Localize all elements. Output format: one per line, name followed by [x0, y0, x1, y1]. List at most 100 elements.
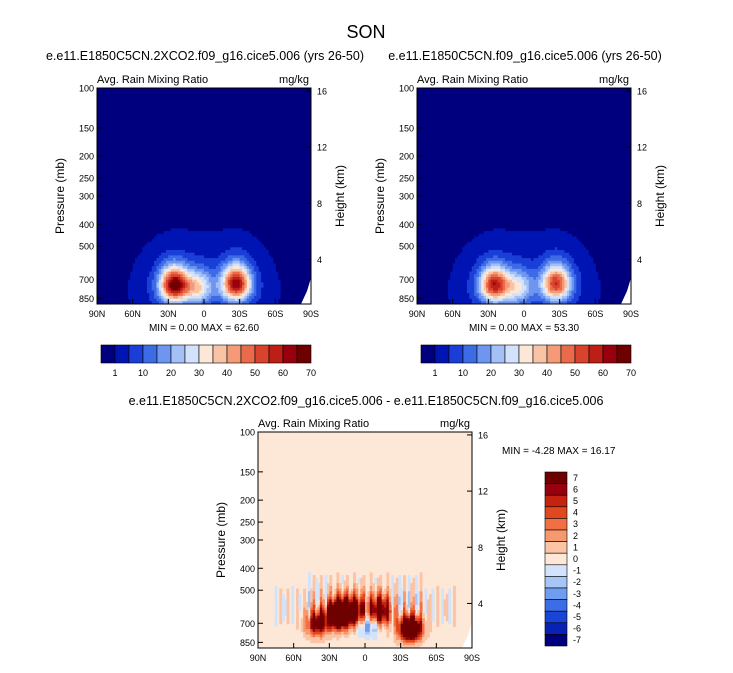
field-cell	[256, 290, 260, 294]
field-cell	[581, 285, 584, 289]
field-cell	[403, 612, 406, 617]
field-cell	[455, 298, 458, 302]
field-cell	[310, 604, 314, 608]
field-cell	[201, 285, 205, 289]
field-cell	[173, 271, 176, 275]
field-cell	[246, 231, 250, 235]
field-cell	[149, 279, 153, 283]
field-cell	[324, 629, 328, 633]
field-cell	[514, 263, 518, 267]
field-cell	[230, 274, 234, 278]
field-cell	[576, 260, 580, 264]
field-cell	[429, 599, 433, 603]
field-cell	[388, 618, 392, 622]
field-cell	[258, 279, 262, 283]
field-cell	[331, 602, 335, 606]
field-cell	[258, 247, 262, 251]
field-cell	[543, 231, 546, 235]
field-cell	[485, 298, 489, 302]
field-cell	[497, 271, 501, 275]
field-cell	[208, 244, 212, 248]
field-cell	[528, 258, 532, 262]
field-cell	[265, 252, 269, 256]
field-cell	[204, 239, 207, 243]
field-cell	[175, 241, 179, 246]
missing-data	[462, 621, 472, 648]
field-cell	[213, 295, 217, 300]
field-cell	[357, 577, 361, 581]
field-cell	[528, 282, 532, 286]
field-cell	[211, 258, 215, 262]
field-cell	[211, 287, 215, 291]
field-cell	[564, 285, 568, 289]
field-cell	[331, 615, 335, 619]
field-cell	[588, 295, 592, 300]
field-cell	[403, 585, 406, 590]
field-cell	[573, 268, 577, 273]
field-cell	[331, 634, 335, 638]
field-cell	[204, 290, 207, 294]
field-cell	[338, 596, 342, 600]
field-cell	[495, 263, 499, 267]
field-cell	[154, 247, 157, 251]
field-cell	[516, 293, 520, 297]
field-cell	[395, 596, 399, 600]
field-cell	[519, 293, 523, 297]
field-cell	[180, 244, 184, 248]
field-cell	[478, 258, 482, 262]
field-cell	[550, 228, 554, 232]
field-cell	[490, 255, 494, 259]
field-cell	[521, 263, 525, 267]
field-cell	[187, 268, 191, 273]
field-cell	[502, 236, 506, 240]
field-cell	[223, 236, 226, 240]
field-cell	[270, 279, 274, 283]
field-cell	[348, 607, 352, 611]
field-cell	[547, 247, 551, 251]
field-cell	[189, 271, 193, 275]
field-cell	[381, 596, 385, 600]
field-cell	[500, 298, 504, 302]
field-cell	[369, 612, 373, 617]
field-cell	[246, 271, 250, 275]
field-cell	[360, 618, 364, 622]
field-cell	[362, 583, 366, 587]
field-cell	[495, 231, 499, 235]
field-cell	[562, 293, 565, 297]
field-cell	[192, 241, 195, 246]
field-cell	[483, 274, 487, 278]
field-cell	[161, 282, 165, 286]
field-cell	[509, 295, 513, 300]
field-cell	[223, 247, 226, 251]
field-cell	[552, 236, 556, 240]
field-cell	[184, 260, 188, 264]
field-cell	[137, 287, 141, 291]
field-cell	[485, 301, 489, 304]
field-cell	[559, 298, 563, 302]
y-tick-label: 150	[399, 123, 414, 133]
field-cell	[497, 228, 501, 232]
field-cell	[414, 594, 418, 598]
field-cell	[497, 287, 501, 291]
field-cell	[455, 295, 458, 300]
field-cell	[379, 615, 383, 619]
field-cell	[474, 258, 477, 262]
field-cell	[173, 282, 176, 286]
field-cell	[291, 594, 295, 598]
field-cell	[391, 583, 395, 587]
field-cell	[237, 233, 241, 237]
field-cell	[374, 591, 378, 595]
field-cell	[504, 295, 508, 300]
field-cell	[132, 298, 136, 302]
field-cell	[569, 260, 573, 264]
field-cell	[362, 591, 366, 595]
field-cell	[137, 282, 141, 286]
field-cell	[573, 241, 577, 246]
field-cell	[547, 244, 551, 248]
field-cell	[263, 290, 267, 294]
field-cell	[303, 631, 307, 635]
field-cell	[139, 285, 143, 289]
field-cell	[562, 285, 565, 289]
field-cell	[581, 279, 584, 283]
field-cell	[417, 602, 421, 606]
